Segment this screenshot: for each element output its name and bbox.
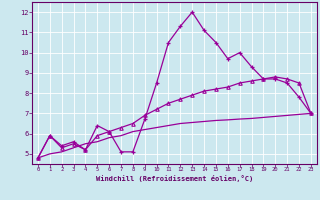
X-axis label: Windchill (Refroidissement éolien,°C): Windchill (Refroidissement éolien,°C) (96, 175, 253, 182)
